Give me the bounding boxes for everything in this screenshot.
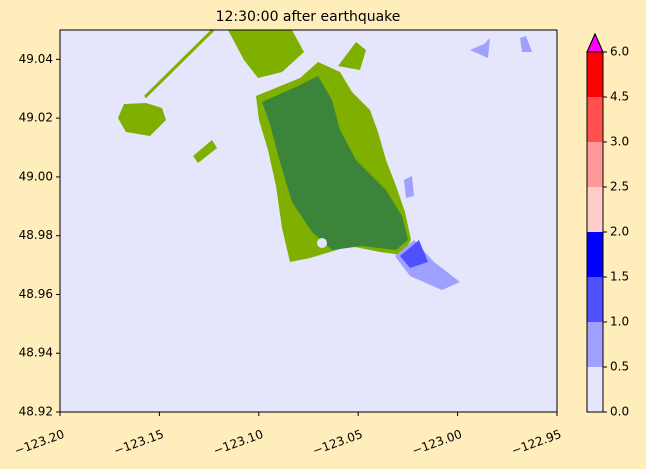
land-small [193,140,217,163]
colorbar-segment [587,97,603,142]
shallow-rise [470,38,490,58]
y-tick-label: 48.98 [19,228,53,242]
plot-frame [59,29,558,413]
land-west [118,103,166,136]
colorbar-segment [587,142,603,187]
land [118,28,411,262]
shallow-rise [520,36,532,52]
colorbar-segment [587,187,603,232]
colorbar-tick-label: 3.0 [610,135,629,149]
colorbar-segment [587,367,603,412]
moderate-rise [400,240,428,268]
colorbar-tick-label: 0.5 [610,360,629,374]
colorbar-tick-label: 6.0 [610,45,629,59]
colorbar-segment [587,322,603,367]
y-tick-label: 49.04 [19,52,53,66]
y-tick-label: 49.00 [19,169,53,183]
lake [317,238,327,248]
colorbar-tick-label: 2.5 [610,180,629,194]
chart-title: 12:30:00 after earthquake [216,9,401,25]
land-top [228,30,304,78]
y-tick-label: 48.92 [19,405,53,419]
colorbar-segment [587,277,603,322]
colorbar-frame [586,32,604,413]
shallow-rise [404,176,414,198]
y-tick-label: 48.96 [19,287,53,301]
y-tick-label: 49.02 [19,111,53,125]
colorbar-tick-label: 1.0 [610,315,629,329]
colorbar-segment [587,232,603,277]
land-strip [143,28,215,99]
inundation-deep [262,76,408,250]
y-tick-label: 48.94 [19,346,53,360]
water-rise [395,36,532,290]
colorbar-tick-label: 4.5 [610,90,629,104]
colorbar-segment [587,52,603,97]
colorbar-tick-label: 1.5 [610,270,629,284]
colorbar-tick-label: 0.0 [610,405,629,419]
colorbar-tick-label: 2.0 [610,225,629,239]
land-top-right [338,42,366,70]
